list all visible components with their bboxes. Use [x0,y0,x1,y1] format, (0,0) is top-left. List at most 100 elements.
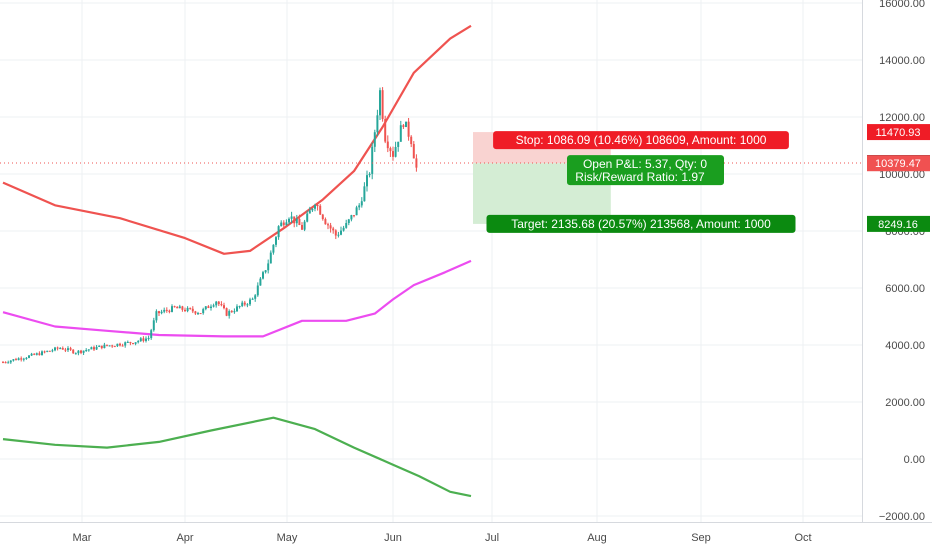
candle-body [249,299,251,305]
candle [217,300,220,307]
candle-body [100,345,103,349]
candle-body [368,173,371,176]
candle-body [389,148,392,152]
candle [340,226,342,236]
price-badge-bg [867,124,930,141]
y-tick-label: 12000.00 [879,112,925,124]
candle-body [256,285,259,296]
x-tick-label: Apr [176,532,193,544]
candle [4,361,7,364]
candle [126,340,129,343]
candle-body [35,353,38,355]
candle-body [280,222,283,227]
candle [233,308,236,314]
candle [181,305,184,312]
candle-body [7,362,10,364]
candle-body [9,360,12,363]
candle-body [56,347,59,349]
candle-body [316,205,319,207]
candle-body [246,304,249,306]
candle [142,336,145,343]
candle-body [275,237,277,245]
candle-body [342,227,345,231]
candle-body [238,306,241,308]
candle-body [77,350,80,354]
candle-body [176,307,179,309]
candle-body [90,347,93,350]
candle [152,317,155,332]
candle-body [236,306,238,312]
candle-body [189,307,192,309]
candle-body [262,272,264,279]
candle-body [93,347,95,350]
y-tick-label: 10000.00 [879,169,925,181]
candle-body [22,358,25,360]
candle-body [69,348,72,350]
candle [69,346,72,351]
candle [290,211,293,224]
candle [394,141,397,158]
candle [17,357,20,361]
y-tick-label: −2000.00 [879,511,925,523]
candle [267,259,270,274]
candle-body [194,311,197,314]
candle-body [80,350,82,353]
candle [121,343,124,347]
candle [272,244,275,255]
candle [397,141,400,152]
candle [316,202,319,211]
candle-body [376,115,379,133]
candle-body [113,346,116,348]
candle-body [366,175,368,187]
candle-body [405,121,407,127]
candle-body [95,346,98,350]
candle [95,345,98,350]
candle-body [103,344,106,349]
candle-body [38,353,41,356]
candle [113,345,116,348]
candle-body [43,351,46,353]
candle [173,305,176,308]
candle-body [142,338,145,341]
candle [345,219,348,229]
candle [165,307,168,313]
candle-body [285,222,288,226]
candle [93,345,95,352]
candle-body [329,225,332,229]
candle [111,344,114,348]
candle [246,303,249,308]
candle [288,217,290,225]
candle [384,115,387,144]
candle-body [269,252,272,264]
price-badge: 8249.16 [867,215,930,232]
candle [85,348,88,352]
candle-body [379,90,381,116]
x-tick-label: Oct [794,532,811,544]
candle-body [288,218,290,223]
candle [332,226,335,234]
pl-label-bg [567,155,724,186]
x-tick-label: Aug [587,532,607,544]
candle [210,304,212,311]
x-tick-label: Jul [485,532,499,544]
candle [220,301,223,307]
price-badge-text: 11470.93 [875,127,920,139]
candle-body [48,350,51,352]
candle-body [178,306,181,309]
candle-body [241,302,244,307]
candle [251,297,254,300]
candle [48,350,51,352]
candle [360,197,363,208]
candle-body [298,218,301,226]
candle-body [293,216,296,224]
candle [381,87,384,122]
candle [280,220,283,227]
candle-body [25,357,28,359]
candle [269,250,272,264]
price-badge-text: 10379.47 [875,158,921,170]
candle-body [106,344,108,346]
candle-body [82,350,85,353]
candle [41,350,43,356]
